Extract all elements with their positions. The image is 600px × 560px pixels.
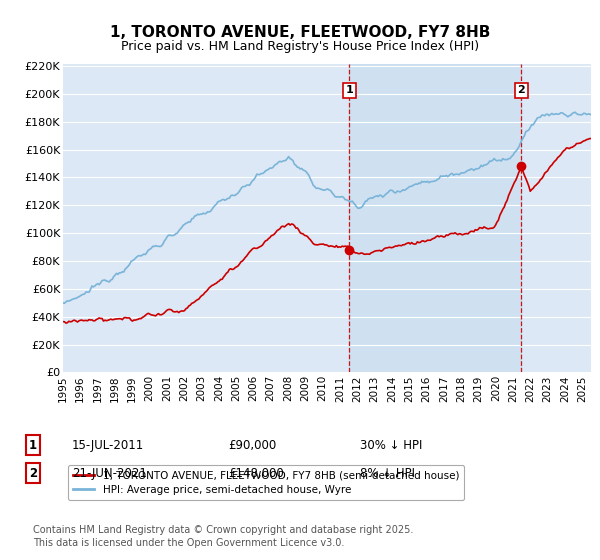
Text: 21-JUN-2021: 21-JUN-2021 xyxy=(72,466,147,480)
Text: 2: 2 xyxy=(29,466,37,480)
Text: 1, TORONTO AVENUE, FLEETWOOD, FY7 8HB: 1, TORONTO AVENUE, FLEETWOOD, FY7 8HB xyxy=(110,25,490,40)
Text: £90,000: £90,000 xyxy=(228,438,276,452)
Text: 30% ↓ HPI: 30% ↓ HPI xyxy=(360,438,422,452)
Text: 8% ↓ HPI: 8% ↓ HPI xyxy=(360,466,415,480)
Text: 1: 1 xyxy=(29,438,37,452)
Text: Price paid vs. HM Land Registry's House Price Index (HPI): Price paid vs. HM Land Registry's House … xyxy=(121,40,479,53)
Text: 2: 2 xyxy=(517,86,525,95)
Text: 15-JUL-2011: 15-JUL-2011 xyxy=(72,438,144,452)
Legend: 1, TORONTO AVENUE, FLEETWOOD, FY7 8HB (semi-detached house), HPI: Average price,: 1, TORONTO AVENUE, FLEETWOOD, FY7 8HB (s… xyxy=(68,465,464,500)
Text: Contains HM Land Registry data © Crown copyright and database right 2025.
This d: Contains HM Land Registry data © Crown c… xyxy=(33,525,413,548)
Text: £148,000: £148,000 xyxy=(228,466,284,480)
Text: 1: 1 xyxy=(346,86,353,95)
Bar xyxy=(349,64,521,372)
